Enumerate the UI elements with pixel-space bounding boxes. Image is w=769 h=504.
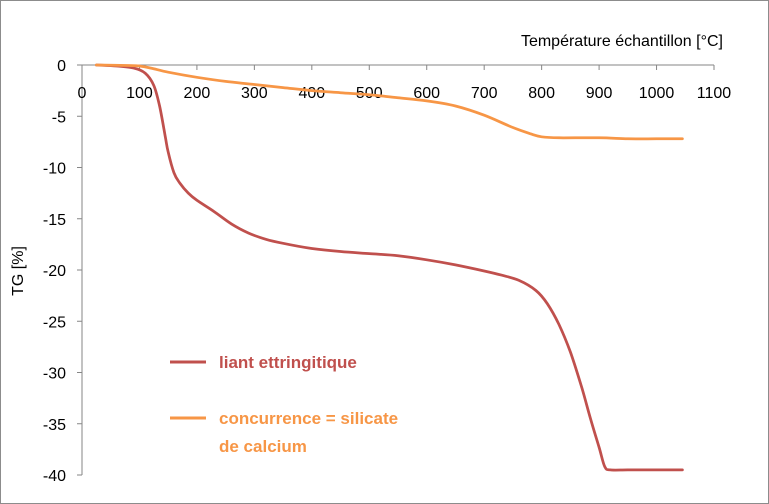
x-tick-label: 800 [528,85,555,102]
y-tick-label: -25 [43,314,66,331]
y-axis: 0 -5 -10 -15 -20 -25 -30 -35 -40 [43,58,83,485]
legend-label-1: liant ettringitique [219,353,357,372]
series-layer [95,63,684,472]
x-tick-label: 1000 [639,85,675,102]
y-axis-title: TG [%] [10,246,27,296]
series-line-2 [95,63,684,141]
y-tick-label: 0 [57,58,66,75]
series-line-1 [95,63,684,472]
y-tick-label: -5 [52,109,66,126]
x-tick-label: 400 [298,85,325,102]
x-tick-label: 900 [586,85,613,102]
x-tick-label: 600 [413,85,440,102]
y-tick-label: -15 [43,212,66,229]
y-tick-label: -40 [43,468,66,485]
y-tick-label: -30 [43,366,66,383]
x-axis-title: Température échantillon [°C] [521,33,723,50]
x-tick-label: 100 [126,85,153,102]
x-tick-label: 1100 [697,85,732,102]
y-tick-label: -20 [43,263,66,280]
x-tick-label: 200 [184,85,211,102]
x-tick-label: 300 [241,85,268,102]
legend: liant ettringitique concurrence = silicat… [170,353,398,456]
legend-label-2: concurrence = silicate [219,409,398,428]
legend-label-2: de calcium [219,437,307,456]
y-tick-label: -10 [43,161,66,178]
y-tick-label: -35 [43,417,66,434]
x-tick-label: 700 [471,85,498,102]
x-tick-label: 0 [78,85,87,102]
